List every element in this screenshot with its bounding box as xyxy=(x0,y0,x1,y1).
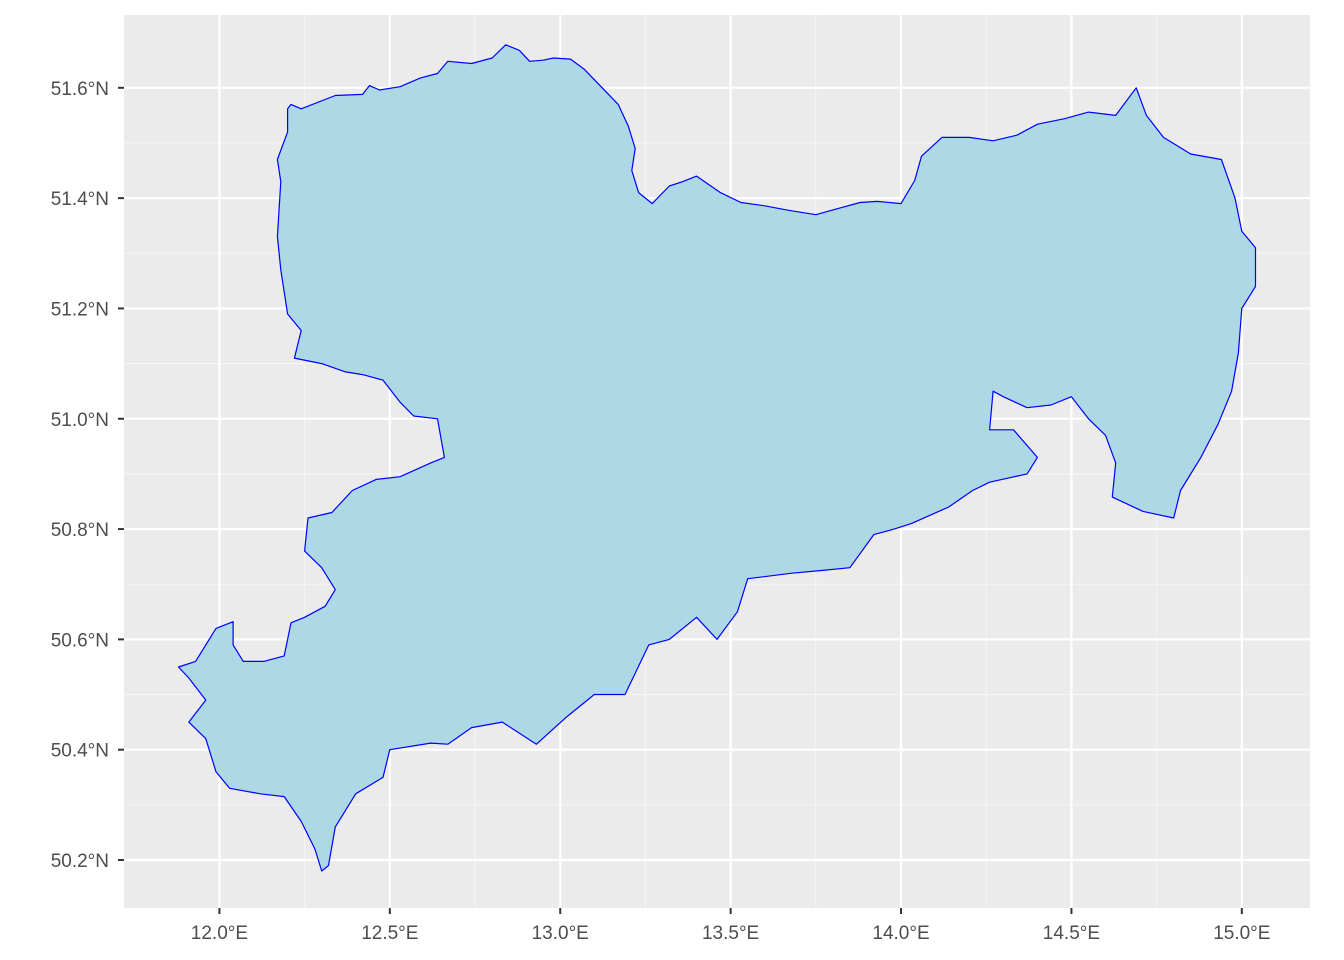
x-tick-label: 13.5°E xyxy=(702,923,759,944)
x-axis: 12.0°E 12.5°E 13.0°E 13.5°E 14.0°E 14.5°E 15.0… xyxy=(191,908,1270,944)
y-tick-label: 50.2°N xyxy=(51,851,109,872)
x-tick-label: 13.0°E xyxy=(532,923,589,944)
y-tick-label: 50.4°N xyxy=(51,741,109,762)
y-tick-label: 51.4°N xyxy=(51,189,109,210)
x-tick-label: 15.0°E xyxy=(1213,923,1270,944)
y-tick-label: 50.8°N xyxy=(51,520,109,541)
y-tick-label: 51.6°N xyxy=(51,79,109,100)
sachsen-region-shape xyxy=(177,44,1257,872)
y-axis: 50.2°N 50.4°N 50.6°N 50.8°N 51.0°N 51.2°N 51.4… xyxy=(51,79,124,872)
x-tick-label: 14.5°E xyxy=(1043,923,1100,944)
x-tick-label: 14.0°E xyxy=(872,923,929,944)
y-tick-label: 50.6°N xyxy=(51,630,109,651)
y-tick-label: 51.2°N xyxy=(51,299,109,320)
x-tick-label: 12.5°E xyxy=(361,923,418,944)
y-tick-label: 51.0°N xyxy=(51,410,109,431)
x-tick-label: 12.0°E xyxy=(191,923,248,944)
